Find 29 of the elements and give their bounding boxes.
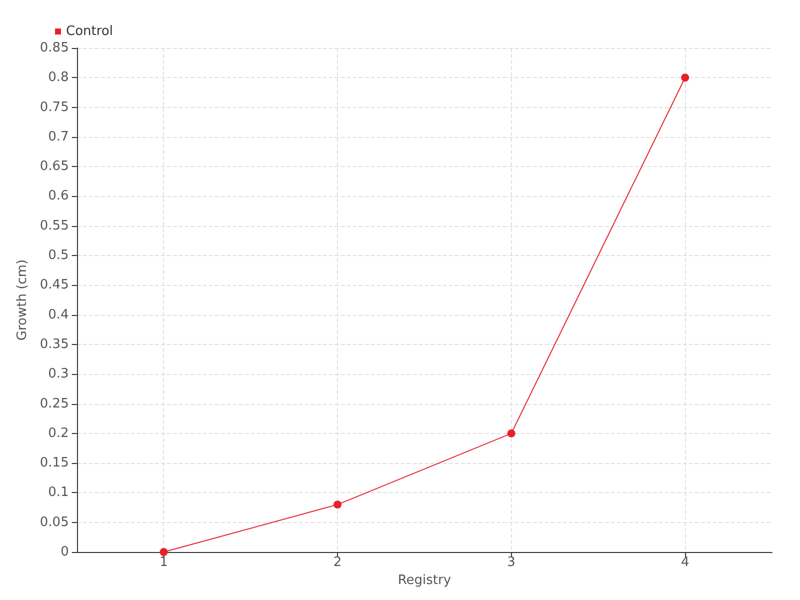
y-tick-label: 0.4 (48, 307, 69, 322)
x-tick-label: 3 (507, 555, 516, 570)
y-tick-label: 0.2 (48, 426, 69, 441)
y-tick-label: 0.05 (40, 514, 69, 530)
y-tick-label: 0.15 (40, 456, 69, 471)
y-tick-label: 0.7 (48, 129, 69, 144)
y-tick-label: 0 (60, 544, 69, 560)
point (681, 74, 690, 82)
y-tick-label: 0.3 (48, 366, 69, 382)
y-tick-label: 0.1 (48, 485, 69, 500)
x-tick-label: 1 (160, 555, 168, 570)
y-tick-label: 0.35 (40, 336, 69, 352)
y-tick-label: 0.55 (40, 218, 69, 234)
y-tick-label: 0.45 (40, 278, 69, 293)
point (507, 429, 516, 438)
x-axis-title: Registry (398, 572, 452, 588)
y-axis-title: Growth (cm) (15, 259, 30, 341)
y-tick-label: 0.65 (40, 159, 69, 174)
y-tick-label: 0.5 (48, 248, 69, 264)
point (160, 548, 168, 556)
x-tick-label: 4 (680, 555, 690, 570)
x-tick-label: 2 (333, 555, 342, 570)
y-tick-label: 0.85 (40, 40, 69, 56)
y-tick-label: 0.75 (40, 100, 69, 115)
y-tick-label: 0.25 (40, 396, 69, 412)
y-tick-label: 0.6 (48, 188, 69, 204)
legend-label: Control (66, 24, 113, 39)
y-tick-label: 0.8 (48, 70, 69, 86)
point (334, 500, 342, 509)
